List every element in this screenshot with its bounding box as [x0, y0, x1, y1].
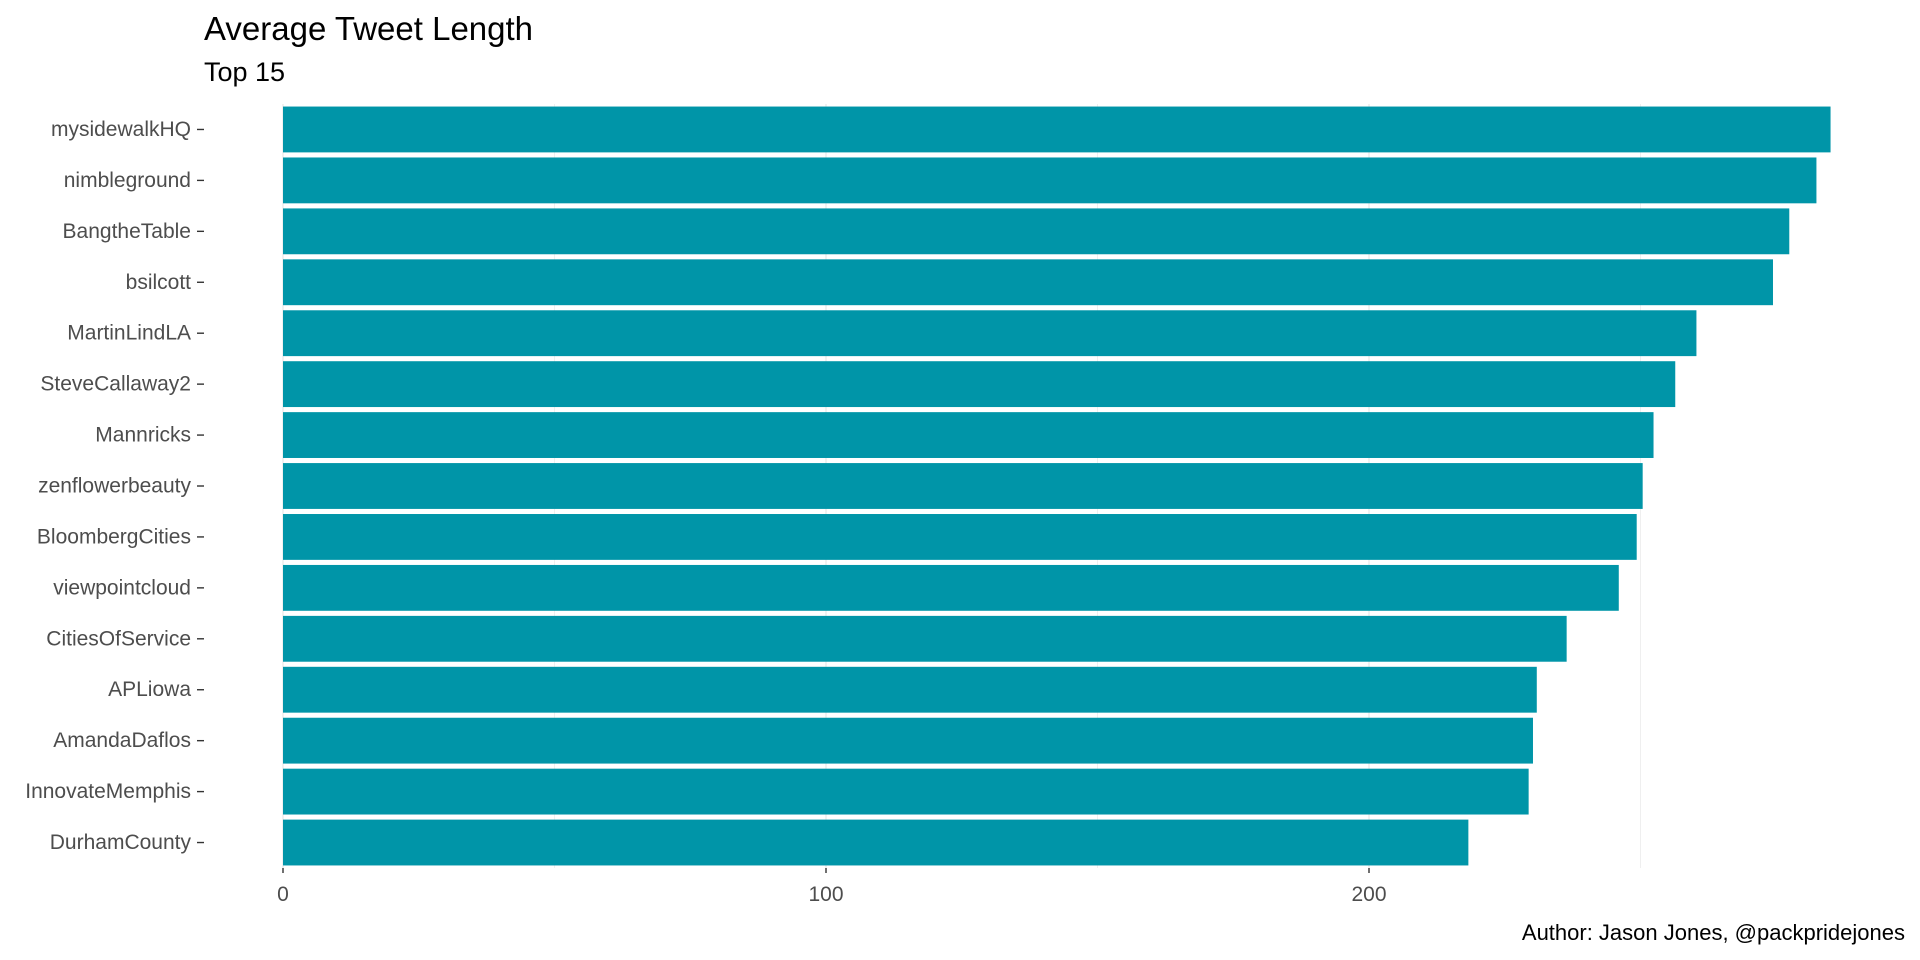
bar-InnovateMemphis [283, 768, 1529, 815]
y-tick-label: APLiowa [108, 678, 191, 701]
bar-zenflowerbeauty [283, 463, 1643, 509]
x-tick-label: 200 [1351, 883, 1386, 906]
bar-MartinLindLA [283, 310, 1697, 357]
chart-title: Average Tweet Length [204, 10, 534, 47]
chart-caption: Author: Jason Jones, @packpridejones [1521, 920, 1905, 945]
x-axis: 0 100 200 [277, 868, 1387, 906]
y-tick-label: nimbleground [64, 169, 191, 192]
y-tick-label: DurhamCounty [50, 831, 192, 854]
y-tick-label: MartinLindLA [67, 322, 191, 345]
x-tick-label: 0 [277, 883, 289, 906]
bar-Mannricks [283, 412, 1654, 458]
bar-BangtheTable [283, 208, 1790, 255]
bar-bsilcott [283, 259, 1773, 306]
y-tick-label: zenflowerbeauty [38, 475, 191, 498]
bar-AmandaDaflos [283, 717, 1533, 764]
bar-BloombergCities [283, 514, 1637, 560]
bar-nimbleground [283, 157, 1817, 204]
y-tick-label: Mannricks [95, 424, 191, 447]
bar-CitiesOfService [283, 615, 1567, 662]
y-tick-label: BangtheTable [63, 220, 191, 243]
bar-APLiowa [283, 666, 1537, 713]
y-tick-label: BloombergCities [37, 525, 191, 548]
y-tick-label: bsilcott [126, 271, 192, 294]
y-tick-label: mysidewalkHQ [51, 118, 191, 141]
bar-viewpointcloud [283, 564, 1619, 611]
bars [283, 106, 1831, 866]
y-tick-label: InnovateMemphis [25, 780, 191, 803]
x-tick-label: 100 [808, 883, 843, 906]
bar-SteveCallaway2 [283, 361, 1676, 408]
y-tick-label: viewpointcloud [53, 576, 191, 599]
y-tick-label: AmandaDaflos [53, 729, 191, 752]
y-tick-label: CitiesOfService [46, 627, 191, 650]
y-axis: mysidewalkHQ nimbleground BangtheTable bsil… [25, 118, 204, 854]
y-tick-label: SteveCallaway2 [40, 373, 191, 396]
bar-DurhamCounty [283, 819, 1469, 866]
chart-subtitle: Top 15 [204, 57, 286, 87]
bar-mysidewalkHQ [283, 106, 1831, 153]
